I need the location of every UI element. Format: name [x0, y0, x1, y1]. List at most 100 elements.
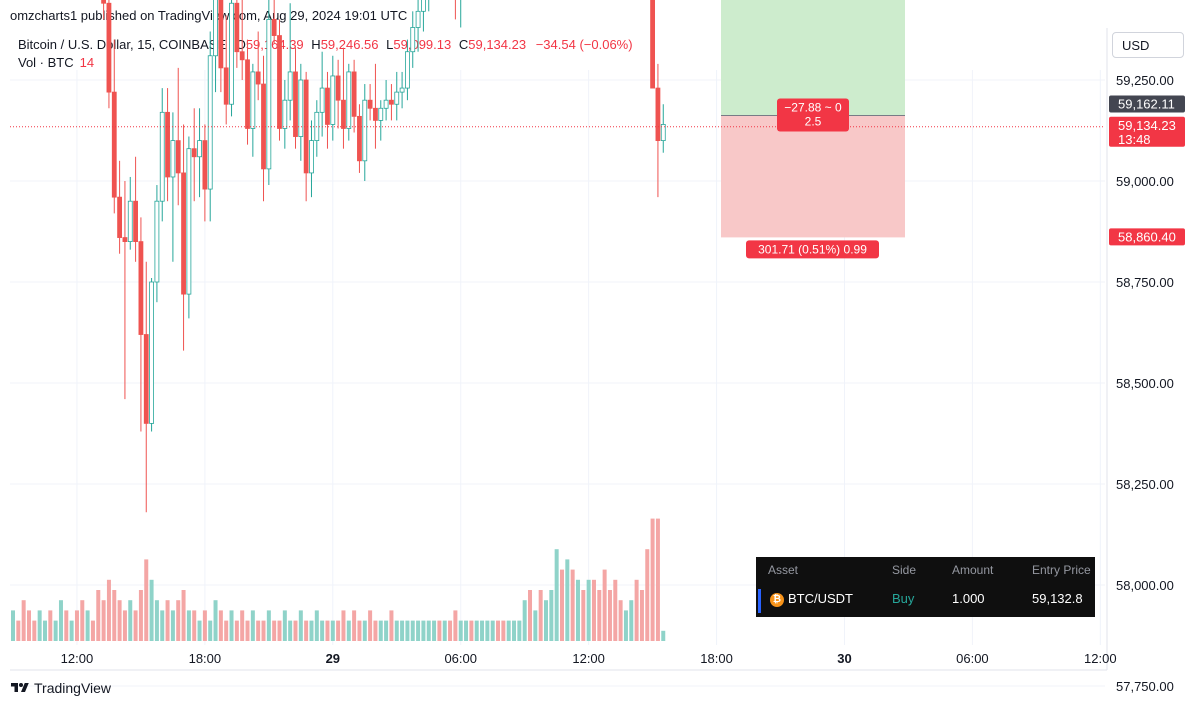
- candle: [655, 63, 661, 198]
- volume-bar: [389, 610, 394, 641]
- candle-body: [399, 87, 405, 93]
- volume-bar: [639, 590, 644, 641]
- brand-name: TradingView: [34, 680, 112, 696]
- candle-body: [335, 75, 341, 101]
- volume-bar: [240, 610, 245, 641]
- volume-bar: [96, 590, 101, 641]
- volume-bar: [69, 620, 74, 641]
- volume-bar: [426, 620, 431, 641]
- volume-value: 14: [79, 55, 95, 70]
- volume-bar: [202, 610, 207, 641]
- high-label: H: [311, 37, 321, 52]
- volume-bar: [85, 610, 90, 641]
- volume-bar: [538, 590, 543, 641]
- candle-body: [159, 111, 165, 202]
- candle: [303, 71, 309, 202]
- symbol-title: Bitcoin / U.S. Dollar, 15, COINBASE: [18, 37, 227, 52]
- volume-bar: [282, 610, 287, 641]
- volume-bar: [597, 590, 602, 641]
- ohlc-legend: Bitcoin / U.S. Dollar, 15, COINBASE O59,…: [18, 37, 633, 52]
- candle-body: [298, 79, 304, 137]
- candle: [314, 100, 320, 157]
- volume-bar: [394, 620, 399, 641]
- candle-body: [202, 140, 208, 190]
- candle-body: [405, 51, 410, 89]
- candle: [218, 0, 224, 93]
- volume-bar: [117, 600, 122, 641]
- candle-body: [122, 237, 128, 242]
- volume-bar: [197, 620, 202, 641]
- candle: [405, 39, 410, 101]
- currency-button[interactable]: USD: [1112, 32, 1184, 58]
- volume-bar: [144, 559, 149, 641]
- volume-bar: [655, 518, 660, 641]
- candle-body: [245, 59, 250, 129]
- candle-body: [282, 99, 288, 129]
- candle-body: [181, 172, 186, 295]
- stop-price-tag-bg: [1109, 228, 1185, 246]
- volume-bar: [421, 620, 426, 641]
- stop-label: 301.71 (0.51%) 0.99: [746, 240, 879, 259]
- price-tick-label: 58,750.00: [1116, 275, 1174, 290]
- volume-bar: [229, 610, 234, 641]
- price-tick-label: 57,750.00: [1116, 679, 1174, 694]
- candle: [234, 0, 240, 68]
- price-tick-label: 58,500.00: [1116, 376, 1174, 391]
- price-tick-label: 58,250.00: [1116, 477, 1174, 492]
- volume-bar: [160, 610, 165, 641]
- candle: [111, 39, 117, 214]
- volume-bar: [485, 620, 490, 641]
- candle: [351, 59, 357, 133]
- volume-bar: [277, 620, 282, 641]
- volume-bar: [341, 610, 346, 641]
- candle: [149, 277, 154, 432]
- candle: [287, 3, 293, 121]
- volume-bar: [64, 610, 69, 641]
- header-asset: Asset: [768, 563, 799, 577]
- volume-bar: [112, 590, 117, 641]
- profit-zone: [721, 0, 905, 116]
- candle-body: [154, 200, 160, 283]
- volume-bar: [37, 610, 42, 641]
- candle: [454, 0, 456, 20]
- volume-bar: [256, 620, 261, 641]
- candle: [378, 100, 384, 141]
- candle-body: [127, 200, 133, 242]
- candle-body: [421, 0, 426, 12]
- stop-label-bg: [746, 240, 879, 259]
- volume-bar: [122, 610, 127, 641]
- volume-bar: [224, 620, 229, 641]
- volume-bar: [453, 610, 458, 641]
- candle: [357, 104, 362, 173]
- candle-body: [239, 51, 245, 61]
- candle-body: [277, 35, 282, 129]
- volume-bar: [138, 590, 143, 641]
- candle: [229, 0, 234, 117]
- candle-body: [660, 124, 666, 142]
- volume-bar: [368, 610, 373, 641]
- row-asset: BTC/USDT: [788, 591, 853, 606]
- volume-bar: [320, 620, 325, 641]
- positions-panel: Asset Side Amount Entry Price ₿ BTC/USDT…: [756, 557, 1095, 617]
- volume-bar: [250, 610, 255, 641]
- volume-bar: [634, 579, 639, 641]
- volume-bar: [554, 549, 559, 641]
- volume-bar: [154, 600, 159, 641]
- candle-body: [373, 107, 378, 121]
- time-tick-label: 12:00: [1084, 651, 1117, 666]
- volume-bar: [181, 590, 186, 641]
- position-row[interactable]: ₿ BTC/USDT Buy 1.000 59,132.8: [756, 585, 1095, 617]
- volume-bar: [80, 600, 85, 641]
- volume-bar: [128, 600, 133, 641]
- volume-bar: [405, 620, 410, 641]
- volume-bar: [21, 600, 26, 641]
- row-indicator: [758, 589, 761, 613]
- bitcoin-icon: ₿: [770, 593, 784, 607]
- candle: [191, 108, 197, 202]
- volume-bar: [42, 620, 47, 641]
- row-entry-price: 59,132.8: [1032, 591, 1083, 606]
- candle: [394, 71, 400, 121]
- time-tick-label: 12:00: [61, 651, 94, 666]
- volume-bar: [26, 610, 31, 641]
